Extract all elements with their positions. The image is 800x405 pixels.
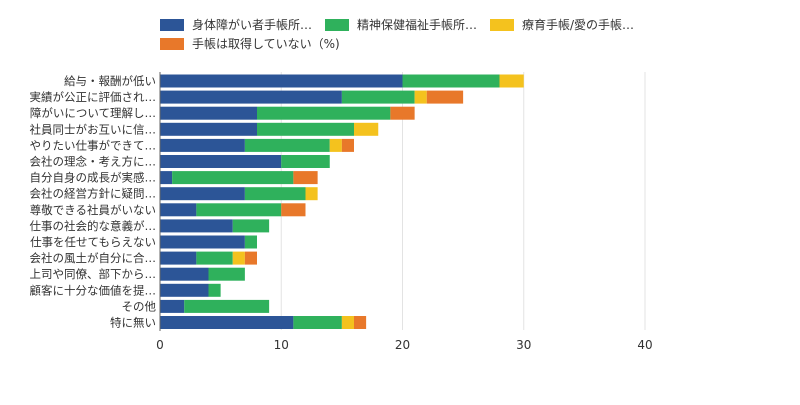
category-label: 仕事を任せてもらえない (30, 235, 156, 249)
bar-segment-4 (244, 251, 257, 265)
category-label: その他 (122, 299, 157, 313)
category-label: 会社の経営方針に疑問… (30, 187, 157, 201)
bar-segment-4 (341, 138, 354, 152)
x-tick-label: 40 (637, 338, 652, 352)
bar-segment-1 (160, 90, 342, 104)
category-label: 仕事の社会的な意義が… (30, 219, 157, 233)
bar-segment-1 (160, 316, 294, 329)
bar-segment-3 (414, 90, 427, 104)
bar-segment-2 (184, 299, 270, 313)
bar-segment-4 (426, 90, 464, 104)
bar-segment-1 (160, 74, 403, 88)
bar-segment-2 (341, 90, 415, 104)
bar-segment-4 (281, 203, 306, 217)
category-label: 社員同士がお互いに信… (30, 122, 157, 136)
category-label: 給与・報酬が低い (64, 74, 156, 88)
category-label: 尊敬できる社員がいない (30, 203, 156, 217)
legend-item[interactable]: 精神保健福祉手帳所… (325, 16, 477, 33)
bar-segment-2 (257, 106, 391, 120)
legend-item[interactable]: 手帳は取得していない（%) (160, 35, 340, 52)
bar-segment-1 (160, 267, 209, 281)
x-tick-label: 20 (395, 338, 410, 352)
legend-label: 身体障がい者手帳所… (192, 18, 313, 32)
category-label: 会社の風土が自分に合… (30, 251, 157, 265)
bar-segment-2 (402, 74, 500, 88)
legend-item[interactable]: 療育手帳/愛の手帳… (490, 16, 634, 33)
bar-segment-2 (293, 316, 342, 329)
legend-label: 精神保健福祉手帳所… (357, 18, 478, 32)
bar-segment-1 (160, 122, 257, 136)
bar-segment-1 (160, 219, 233, 233)
bar-segment-4 (293, 171, 318, 185)
bar-segment-1 (160, 138, 245, 152)
bar-segment-2 (232, 219, 270, 233)
legend-label: 療育手帳/愛の手帳… (522, 18, 635, 32)
bar-segment-2 (196, 203, 282, 217)
bar-segment-3 (329, 138, 342, 152)
bar-segment-3 (232, 251, 245, 265)
x-tick-label: 30 (516, 338, 531, 352)
bar-segment-3 (341, 316, 354, 329)
bar-segment-2 (257, 122, 354, 136)
bar-segment-4 (390, 106, 415, 120)
bar-segment-1 (160, 235, 245, 249)
bar-segment-1 (160, 171, 173, 185)
category-label: 会社の理念・考え方に… (30, 155, 157, 169)
bar-segment-2 (281, 155, 330, 168)
bar-segment-1 (160, 251, 197, 265)
legend-item[interactable]: 身体障がい者手帳所… (160, 16, 312, 33)
legend-swatch (490, 18, 514, 31)
bar-segment-3 (354, 122, 379, 136)
bar-segment-2 (244, 235, 257, 249)
legend-swatch (160, 37, 184, 50)
category-label: 自分自身の成長が実感… (30, 171, 157, 185)
bar-segment-3 (305, 187, 318, 201)
bar-segment-2 (196, 251, 233, 265)
category-label: やりたい仕事ができて… (30, 138, 157, 152)
category-label: 実績が公正に評価され… (30, 90, 157, 104)
bar-segment-2 (172, 171, 294, 185)
legend-swatch (325, 18, 349, 31)
bar-segment-1 (160, 203, 197, 217)
bar-segment-1 (160, 283, 209, 297)
category-label: 特に無い (110, 316, 156, 330)
bar-segment-2 (208, 283, 221, 297)
category-label: 顧客に十分な価値を提… (30, 283, 157, 297)
category-label: 障がいについて理解し… (30, 106, 156, 120)
bar-segment-4 (354, 316, 367, 329)
bar-segment-2 (244, 138, 330, 152)
category-label: 上司や同僚、部下から… (30, 267, 157, 281)
x-tick-label: 0 (156, 338, 164, 352)
bar-segment-1 (160, 106, 257, 120)
bar-segment-3 (499, 74, 524, 88)
bar-segment-1 (160, 299, 185, 313)
x-tick-label: 10 (274, 338, 289, 352)
legend-label: 手帳は取得していない（%) (192, 37, 340, 51)
bar-segment-1 (160, 187, 245, 201)
bar-segment-2 (208, 267, 245, 281)
bar-segment-2 (244, 187, 306, 201)
legend-swatch (160, 18, 184, 31)
bar-segment-1 (160, 155, 282, 168)
